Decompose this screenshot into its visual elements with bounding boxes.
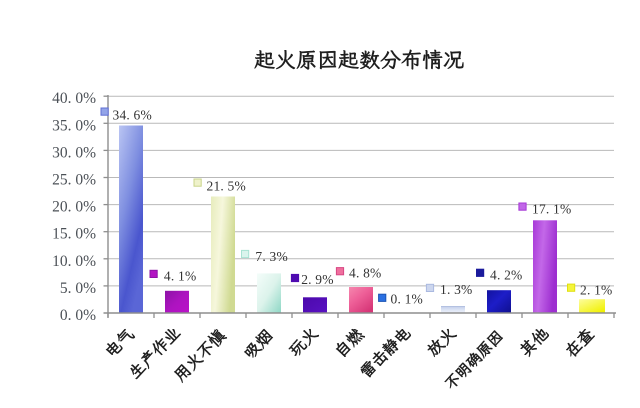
- svg-text:0. 1%: 0. 1%: [391, 292, 424, 307]
- svg-text:0. 0%: 0. 0%: [60, 307, 96, 324]
- svg-text:21. 5%: 21. 5%: [207, 179, 246, 194]
- svg-text:5. 0%: 5. 0%: [60, 280, 96, 297]
- svg-text:10. 0%: 10. 0%: [52, 253, 96, 270]
- svg-text:2. 1%: 2. 1%: [580, 283, 613, 298]
- svg-text:30. 0%: 30. 0%: [52, 144, 96, 161]
- svg-text:7. 3%: 7. 3%: [255, 249, 288, 264]
- svg-text:2. 9%: 2. 9%: [301, 272, 334, 287]
- svg-text:1. 3%: 1. 3%: [440, 282, 473, 297]
- svg-text:4. 1%: 4. 1%: [164, 268, 197, 283]
- svg-text:35. 0%: 35. 0%: [52, 117, 96, 134]
- svg-text:34. 6%: 34. 6%: [113, 108, 152, 123]
- svg-text:20. 0%: 20. 0%: [52, 199, 96, 216]
- svg-text:15. 0%: 15. 0%: [52, 226, 96, 243]
- svg-text:17. 1%: 17. 1%: [532, 202, 571, 217]
- svg-text:4. 8%: 4. 8%: [349, 266, 382, 281]
- svg-text:4. 2%: 4. 2%: [490, 267, 523, 282]
- svg-text:40. 0%: 40. 0%: [52, 90, 96, 107]
- svg-text:25. 0%: 25. 0%: [52, 172, 96, 189]
